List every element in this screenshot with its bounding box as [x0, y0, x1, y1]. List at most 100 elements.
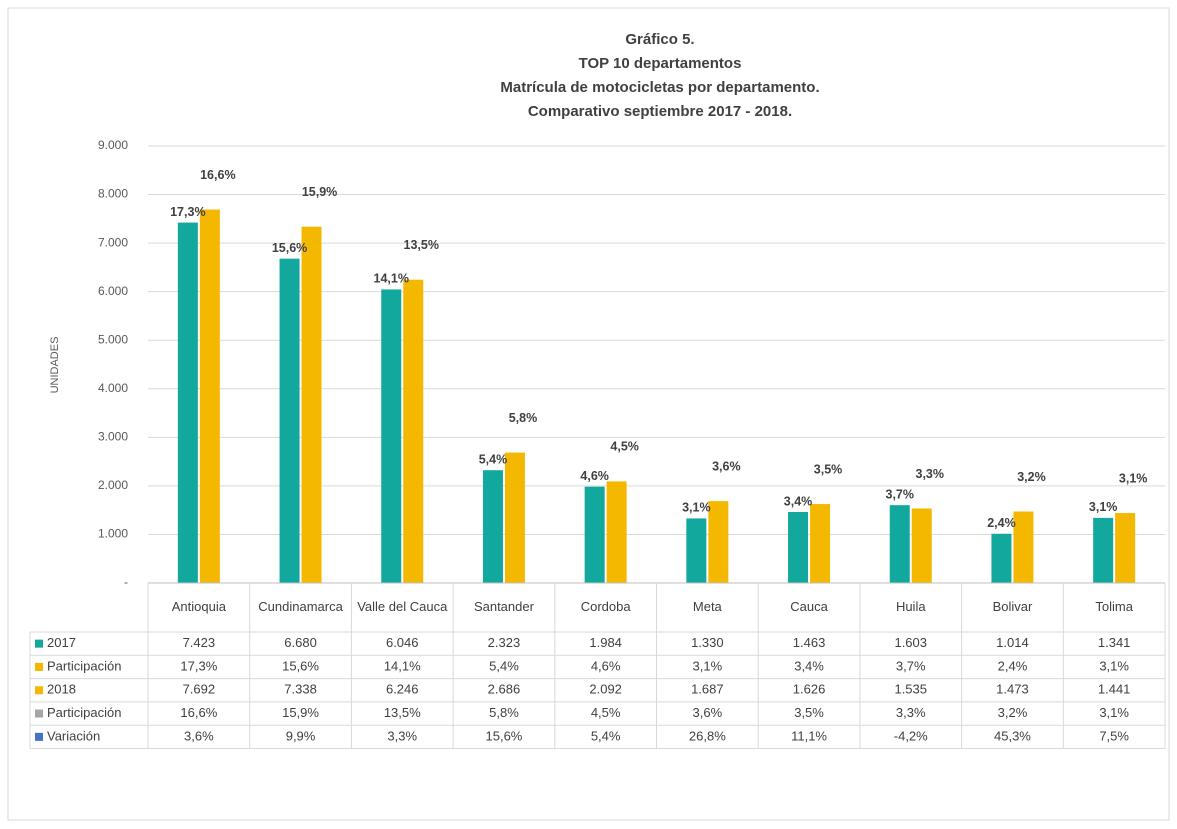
x-tick-label: Valle del Cauca	[357, 599, 448, 614]
data-label: 15,9%	[302, 185, 337, 199]
bar	[1115, 513, 1136, 583]
legend-swatch	[35, 686, 43, 695]
table-cell: 16,6%	[180, 705, 217, 720]
table-cell: 3,3%	[896, 705, 926, 720]
table-cell: 6.246	[386, 682, 419, 697]
bar	[279, 258, 300, 583]
bar	[606, 481, 627, 583]
table-cell: 1.341	[1098, 635, 1131, 650]
data-label: 3,1%	[1119, 471, 1148, 485]
x-tick-label: Tolima	[1095, 599, 1133, 614]
table-cell: 45,3%	[994, 728, 1031, 743]
x-tick-label: Antioquia	[172, 599, 227, 614]
table-cell: -4,2%	[894, 728, 928, 743]
data-label: 5,8%	[509, 411, 538, 425]
table-cell: 3,7%	[896, 658, 926, 673]
bar	[301, 226, 322, 583]
table-cell: 14,1%	[384, 658, 421, 673]
data-label: 2,4%	[987, 516, 1016, 530]
table-cell: 7.423	[183, 635, 216, 650]
table-cell: 1.626	[793, 682, 826, 697]
table-cell: 6.680	[284, 635, 317, 650]
y-tick-label: 8.000	[98, 187, 128, 201]
data-label: 5,4%	[479, 453, 508, 467]
bar	[1013, 511, 1034, 583]
data-label: 15,6%	[272, 241, 307, 255]
legend-swatch	[35, 709, 43, 718]
table-cell: 3,1%	[693, 658, 723, 673]
legend-swatch	[35, 662, 43, 671]
table-cell: 1.603	[894, 635, 927, 650]
data-label: 3,6%	[712, 459, 741, 473]
table-cell: 9,9%	[286, 728, 316, 743]
table-cell: 3,6%	[693, 705, 723, 720]
table-cell: 1.984	[589, 635, 622, 650]
data-label: 14,1%	[374, 272, 409, 286]
table-cell: 1.473	[996, 682, 1029, 697]
y-tick-label: -	[124, 575, 128, 589]
data-label: 17,3%	[170, 205, 205, 219]
x-tick-label: Cundinamarca	[258, 599, 343, 614]
legend-swatch	[35, 732, 43, 741]
table-cell: 1.330	[691, 635, 724, 650]
y-tick-label: 3.000	[98, 430, 128, 444]
data-label: 13,5%	[404, 238, 439, 252]
table-cell: 2.092	[589, 682, 622, 697]
data-label: 3,1%	[682, 501, 711, 515]
legend-label: Participación	[47, 658, 121, 673]
table-cell: 1.687	[691, 682, 724, 697]
data-label: 3,4%	[784, 494, 813, 508]
x-tick-label: Meta	[693, 599, 723, 614]
legend-label: Participación	[47, 705, 121, 720]
table-cell: 15,6%	[486, 728, 523, 743]
data-label: 3,1%	[1089, 500, 1118, 514]
data-label: 4,6%	[580, 469, 609, 483]
chart-title: Comparativo septiembre 2017 - 2018.	[528, 103, 792, 120]
table-cell: 5,4%	[489, 658, 519, 673]
table-cell: 1.535	[894, 682, 927, 697]
table-cell: 4,6%	[591, 658, 621, 673]
bar	[403, 279, 424, 583]
bar	[504, 452, 525, 583]
x-tick-label: Cauca	[790, 599, 828, 614]
table-cell: 1.014	[996, 635, 1029, 650]
table-cell: 5,4%	[591, 728, 621, 743]
table-cell: 11,1%	[791, 728, 827, 743]
x-tick-label: Huila	[896, 599, 926, 614]
x-tick-label: Santander	[474, 599, 535, 614]
bar	[686, 518, 707, 583]
table-cell: 2.686	[488, 682, 521, 697]
bar	[584, 486, 605, 583]
table-cell: 26,8%	[689, 728, 726, 743]
chart-title: Matrícula de motocicletas por departamen…	[500, 79, 819, 96]
table-cell: 6.046	[386, 635, 419, 650]
table-cell: 1.463	[793, 635, 826, 650]
y-tick-label: 2.000	[98, 478, 128, 492]
bar	[911, 508, 932, 583]
legend-label: Variación	[47, 728, 100, 743]
bar	[199, 209, 220, 583]
bar	[788, 511, 809, 583]
table-cell: 15,6%	[282, 658, 319, 673]
table-cell: 7.692	[183, 682, 216, 697]
data-label: 3,7%	[886, 487, 915, 501]
bar	[1093, 517, 1114, 583]
bar	[381, 289, 402, 583]
bar	[810, 504, 831, 583]
table-cell: 2.323	[488, 635, 521, 650]
chart-title: TOP 10 departamentos	[579, 55, 742, 72]
bar	[482, 470, 503, 583]
table-cell: 3,6%	[184, 728, 214, 743]
data-label: 4,5%	[610, 440, 639, 454]
table-cell: 3,3%	[387, 728, 417, 743]
table-cell: 7.338	[284, 682, 317, 697]
table-cell: 17,3%	[180, 658, 217, 673]
table-cell: 3,1%	[1099, 705, 1129, 720]
y-tick-label: 9.000	[98, 138, 128, 152]
table-cell: 5,8%	[489, 705, 519, 720]
table-cell: 3,1%	[1099, 658, 1129, 673]
table-cell: 3,4%	[794, 658, 824, 673]
table-cell: 13,5%	[384, 705, 421, 720]
